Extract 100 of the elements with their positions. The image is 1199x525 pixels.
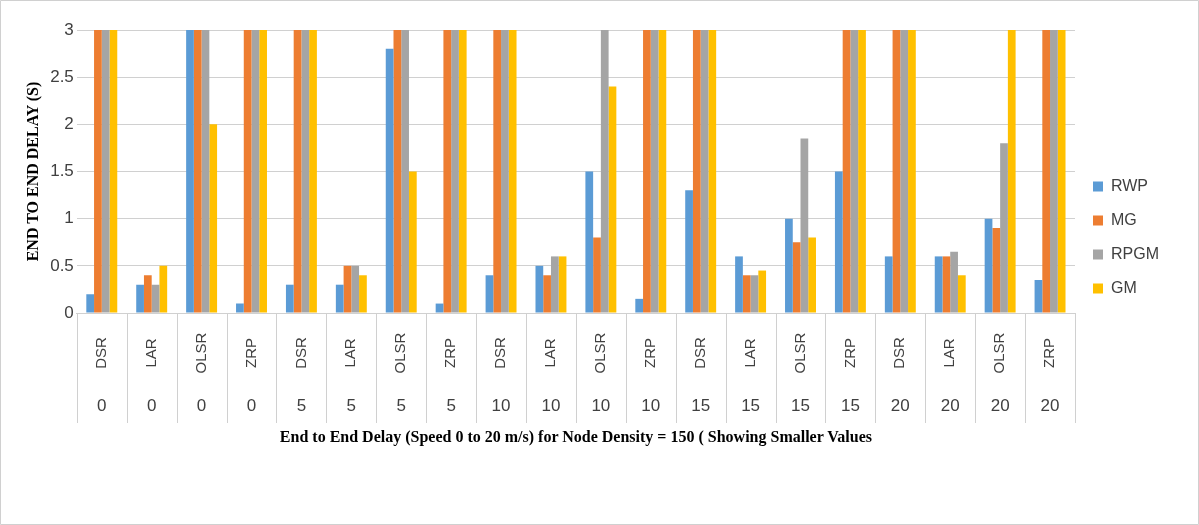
bar [834, 171, 843, 313]
bar [285, 284, 294, 313]
bar [858, 30, 866, 313]
bar [800, 138, 809, 313]
bar [458, 30, 467, 313]
bar [593, 237, 601, 313]
bar [485, 275, 494, 313]
category-label: LAR 20 [940, 338, 960, 415]
bar [934, 256, 943, 313]
category-label: LAR 0 [141, 338, 159, 415]
category-label: ZRP 10 [640, 338, 661, 415]
bar [908, 30, 916, 313]
bar [750, 275, 759, 313]
category-label: ZRP 0 [241, 338, 259, 415]
category-label: OLSR 15 [790, 332, 810, 415]
bar [735, 256, 743, 313]
bar [842, 30, 851, 313]
bar [850, 30, 859, 313]
bar [408, 171, 417, 313]
category-label: OLSR 20 [990, 332, 1010, 415]
bar [950, 251, 958, 313]
category-label: ZRP 15 [840, 338, 860, 415]
bar [236, 303, 244, 313]
bar [543, 275, 551, 313]
category-label: LAR 5 [341, 338, 359, 415]
bar [600, 30, 609, 313]
bar [535, 265, 544, 313]
bar [984, 218, 993, 313]
bar [259, 30, 267, 313]
bar [451, 30, 459, 313]
bar [658, 30, 667, 313]
bar [700, 30, 709, 313]
bar [94, 30, 102, 313]
bar [159, 265, 168, 313]
category-label: OLSR 5 [391, 332, 409, 415]
bar [309, 30, 317, 313]
bar [942, 256, 951, 313]
category-label: DSR 0 [91, 337, 109, 415]
bar [136, 284, 144, 313]
bar [508, 30, 517, 313]
y-tick-label: 1.5 [50, 161, 74, 181]
bar [201, 30, 210, 313]
bar [301, 30, 310, 313]
bar [884, 256, 893, 313]
bar [209, 124, 218, 313]
bar [1007, 30, 1016, 313]
category-label: OLSR 0 [191, 332, 209, 415]
bar [742, 275, 751, 313]
bar [957, 275, 966, 313]
y-tick-label: 0.5 [50, 255, 74, 275]
bar [1000, 143, 1008, 313]
bar [758, 270, 767, 313]
bar [685, 190, 693, 313]
bar [435, 303, 444, 313]
bar [193, 30, 202, 313]
bar [143, 275, 152, 313]
bar [650, 30, 659, 313]
bar [251, 30, 260, 313]
category-label: DSR 5 [291, 337, 309, 415]
bar [1050, 30, 1058, 313]
category-label: LAR 10 [541, 338, 561, 415]
bar [708, 30, 717, 313]
category-label: ZRP 20 [1040, 338, 1060, 415]
bar [101, 30, 110, 313]
category-label: DSR 15 [690, 337, 711, 415]
bar [1057, 30, 1066, 313]
category-label: OLSR 10 [591, 332, 611, 415]
bar [351, 265, 360, 313]
bar [585, 171, 594, 313]
bar [558, 256, 567, 313]
bar [109, 30, 118, 313]
bar [293, 30, 302, 313]
y-tick-label: 2 [64, 114, 74, 134]
bar [86, 294, 95, 313]
legend-label: GM [1111, 278, 1137, 296]
legend-label: MG [1111, 210, 1137, 228]
bar [785, 218, 793, 313]
bar [443, 30, 452, 313]
bar [608, 86, 617, 313]
bar [1034, 279, 1043, 313]
bar [1042, 30, 1051, 313]
bar [501, 30, 509, 313]
category-label: ZRP 5 [441, 338, 459, 415]
bar [243, 30, 252, 313]
text: End to End Delay (Speed 0 to 20 m/s) for Node Density = 150 ( Showing Smaller Values [279, 428, 872, 447]
bar [359, 275, 367, 313]
legend-label: RPGM [1111, 244, 1159, 262]
legend-label: RWP [1111, 176, 1149, 194]
bar [550, 256, 559, 313]
bar [343, 265, 352, 313]
y-tick-label: 3 [64, 19, 74, 39]
bar [900, 30, 909, 313]
bar [151, 284, 160, 313]
category-label: LAR 15 [740, 338, 761, 415]
bar [892, 30, 901, 313]
bar [385, 48, 394, 313]
bar [992, 228, 1001, 313]
bar [635, 298, 644, 313]
category-label: DSR 10 [491, 337, 511, 415]
bar [808, 237, 816, 313]
